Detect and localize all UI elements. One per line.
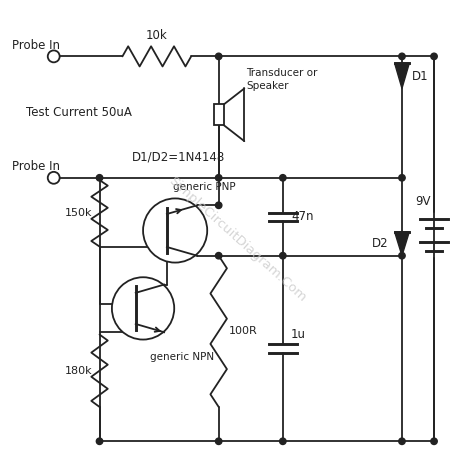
Circle shape — [143, 198, 207, 263]
Text: SimpleCircuitDiagram.Com: SimpleCircuitDiagram.Com — [166, 175, 308, 305]
Text: generic PNP: generic PNP — [173, 182, 236, 192]
Circle shape — [112, 277, 174, 340]
Text: Test Current 50uA: Test Current 50uA — [26, 106, 132, 119]
Text: 9V: 9V — [415, 195, 430, 207]
Text: D1/D2=1N4148: D1/D2=1N4148 — [132, 151, 225, 164]
Circle shape — [216, 202, 222, 208]
Circle shape — [216, 438, 222, 444]
Circle shape — [216, 253, 222, 259]
Circle shape — [399, 253, 405, 259]
Text: 180k: 180k — [65, 366, 92, 376]
Circle shape — [216, 175, 222, 181]
Circle shape — [216, 53, 222, 59]
Text: D2: D2 — [372, 237, 389, 250]
Text: generic NPN: generic NPN — [150, 352, 214, 362]
Circle shape — [48, 50, 60, 62]
Text: Probe In: Probe In — [12, 39, 61, 52]
Circle shape — [280, 253, 286, 259]
Text: Probe In: Probe In — [12, 160, 61, 173]
Circle shape — [431, 438, 437, 444]
Text: 100R: 100R — [229, 326, 257, 337]
Text: D1: D1 — [412, 70, 428, 83]
Circle shape — [280, 175, 286, 181]
Text: 10k: 10k — [146, 29, 168, 41]
Text: 47n: 47n — [291, 210, 314, 223]
Text: Transducer or
Speaker: Transducer or Speaker — [246, 68, 318, 91]
Circle shape — [280, 438, 286, 444]
Circle shape — [399, 438, 405, 444]
Circle shape — [399, 175, 405, 181]
Circle shape — [431, 53, 437, 59]
Bar — [214, 105, 224, 125]
Circle shape — [96, 438, 103, 444]
Circle shape — [48, 172, 60, 184]
Polygon shape — [395, 63, 409, 89]
Text: 150k: 150k — [65, 208, 92, 219]
Text: 1u: 1u — [291, 328, 306, 341]
Circle shape — [399, 53, 405, 59]
Circle shape — [96, 175, 103, 181]
Polygon shape — [395, 232, 409, 256]
